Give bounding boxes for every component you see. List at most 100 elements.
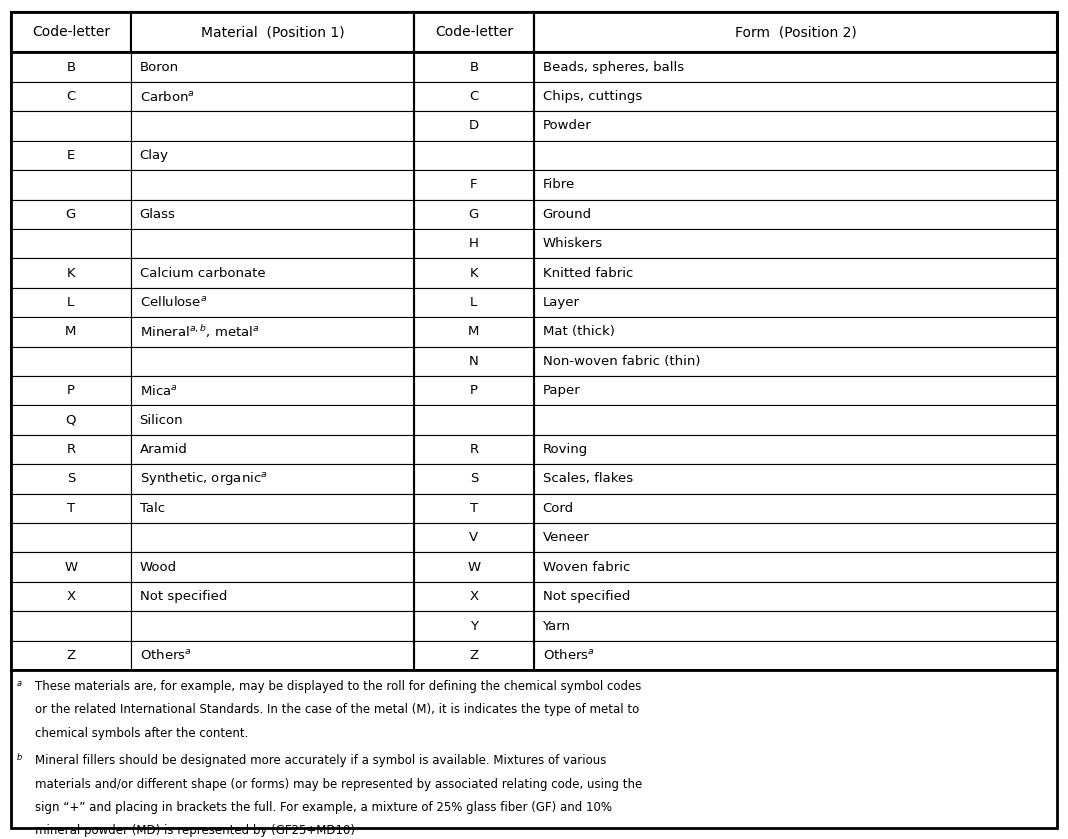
- Bar: [131, 523, 413, 552]
- Bar: [534, 258, 1057, 288]
- Text: Others$^{a}$: Others$^{a}$: [140, 649, 191, 663]
- Bar: [413, 347, 534, 376]
- Bar: [131, 376, 413, 405]
- Bar: [413, 141, 534, 170]
- Text: materials and/or different shape (or forms) may be represented by associated rel: materials and/or different shape (or for…: [35, 778, 643, 790]
- Text: G: G: [469, 208, 478, 221]
- Text: Mat (thick): Mat (thick): [543, 326, 614, 338]
- Bar: [413, 435, 534, 464]
- Text: Z: Z: [469, 649, 478, 662]
- Text: Code-letter: Code-letter: [435, 25, 513, 39]
- Bar: [534, 53, 1057, 82]
- Bar: [11, 552, 131, 582]
- Text: Glass: Glass: [140, 208, 175, 221]
- Text: W: W: [468, 560, 481, 574]
- Text: Layer: Layer: [543, 296, 580, 309]
- Bar: [131, 552, 413, 582]
- Text: Chips, cuttings: Chips, cuttings: [543, 90, 642, 103]
- Bar: [534, 612, 1057, 641]
- Bar: [413, 170, 534, 200]
- Bar: [11, 405, 131, 435]
- Bar: [413, 493, 534, 523]
- Bar: [413, 641, 534, 670]
- Text: Aramid: Aramid: [140, 443, 188, 456]
- Text: X: X: [469, 590, 478, 603]
- Text: E: E: [66, 149, 75, 162]
- Text: M: M: [468, 326, 480, 338]
- Bar: [11, 13, 131, 53]
- Bar: [11, 170, 131, 200]
- Text: Boron: Boron: [140, 60, 178, 74]
- Bar: [131, 229, 413, 258]
- Text: S: S: [470, 472, 478, 486]
- Bar: [131, 112, 413, 141]
- Text: G: G: [66, 208, 76, 221]
- Bar: [11, 317, 131, 347]
- Text: S: S: [66, 472, 75, 486]
- Text: Mica$^{a}$: Mica$^{a}$: [140, 383, 177, 398]
- Bar: [534, 170, 1057, 200]
- Text: $^a$: $^a$: [16, 680, 22, 693]
- Bar: [131, 258, 413, 288]
- Bar: [413, 552, 534, 582]
- Text: C: C: [66, 90, 76, 103]
- Bar: [413, 13, 534, 53]
- Bar: [11, 641, 131, 670]
- Bar: [11, 435, 131, 464]
- Bar: [131, 82, 413, 112]
- Text: R: R: [469, 443, 478, 456]
- Bar: [534, 82, 1057, 112]
- Text: Not specified: Not specified: [543, 590, 630, 603]
- Text: Beads, spheres, balls: Beads, spheres, balls: [543, 60, 684, 74]
- Bar: [11, 53, 131, 82]
- Bar: [131, 405, 413, 435]
- Bar: [131, 200, 413, 229]
- Bar: [11, 670, 1057, 828]
- Bar: [11, 200, 131, 229]
- Bar: [413, 288, 534, 317]
- Bar: [11, 612, 131, 641]
- Bar: [11, 523, 131, 552]
- Bar: [11, 13, 1057, 670]
- Text: Not specified: Not specified: [140, 590, 227, 603]
- Bar: [534, 141, 1057, 170]
- Bar: [534, 347, 1057, 376]
- Text: N: N: [469, 355, 478, 367]
- Text: Knitted fabric: Knitted fabric: [543, 267, 633, 279]
- Text: Powder: Powder: [543, 119, 592, 133]
- Bar: [534, 229, 1057, 258]
- Text: Others$^{a}$: Others$^{a}$: [543, 649, 594, 663]
- Text: Ground: Ground: [543, 208, 592, 221]
- Text: B: B: [66, 60, 76, 74]
- Bar: [131, 141, 413, 170]
- Bar: [11, 229, 131, 258]
- Text: Mineral fillers should be designated more accurately if a symbol is available. M: Mineral fillers should be designated mor…: [35, 754, 607, 767]
- Text: mineral powder (MD) is represented by (GF25+MD10): mineral powder (MD) is represented by (G…: [35, 824, 356, 837]
- Bar: [534, 405, 1057, 435]
- Bar: [11, 258, 131, 288]
- Bar: [131, 582, 413, 612]
- Text: Cord: Cord: [543, 502, 574, 515]
- Text: B: B: [469, 60, 478, 74]
- Text: Mineral$^{a,b}$, metal$^{a}$: Mineral$^{a,b}$, metal$^{a}$: [140, 323, 258, 341]
- Text: Q: Q: [65, 414, 76, 426]
- Bar: [11, 464, 131, 493]
- Text: Veneer: Veneer: [543, 531, 590, 545]
- Text: M: M: [65, 326, 77, 338]
- Bar: [11, 347, 131, 376]
- Bar: [131, 435, 413, 464]
- Text: F: F: [470, 179, 477, 191]
- Bar: [11, 82, 131, 112]
- Bar: [413, 258, 534, 288]
- Bar: [534, 523, 1057, 552]
- Bar: [534, 200, 1057, 229]
- Bar: [11, 112, 131, 141]
- Bar: [131, 347, 413, 376]
- Bar: [11, 493, 131, 523]
- Bar: [11, 141, 131, 170]
- Text: Y: Y: [470, 619, 477, 633]
- Bar: [534, 464, 1057, 493]
- Bar: [413, 376, 534, 405]
- Text: Wood: Wood: [140, 560, 176, 574]
- Text: Scales, flakes: Scales, flakes: [543, 472, 632, 486]
